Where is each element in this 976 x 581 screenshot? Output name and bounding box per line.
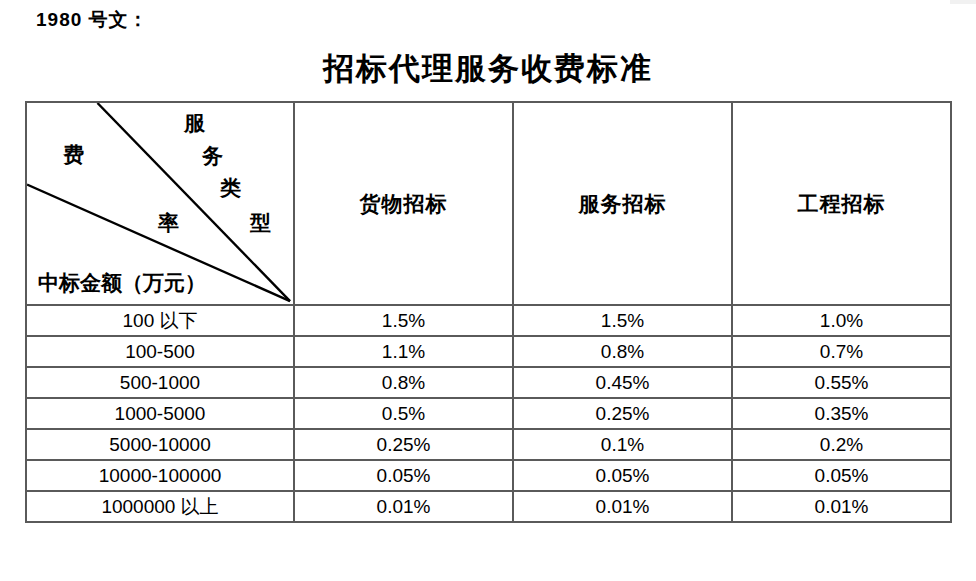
engineering-rate-cell: 0.2%: [732, 429, 951, 460]
corner-fee-char-2: 率: [158, 213, 179, 234]
engineering-rate-cell: 0.35%: [732, 398, 951, 429]
column-header-service: 服务招标: [513, 102, 732, 305]
corner-fee-char-1: 费: [63, 145, 84, 166]
doc-ref-label: 1980 号文：: [36, 7, 149, 33]
service-rate-cell: 0.45%: [513, 367, 732, 398]
service-rate-cell: 0.1%: [513, 429, 732, 460]
engineering-rate-cell: 0.7%: [732, 336, 951, 367]
column-header-engineering: 工程招标: [732, 102, 951, 305]
table-row: 5000-10000 0.25% 0.1% 0.2%: [26, 429, 951, 460]
service-rate-cell: 0.05%: [513, 460, 732, 491]
table-row: 100-500 1.1% 0.8% 0.7%: [26, 336, 951, 367]
corner-service-char-4: 型: [250, 213, 271, 234]
corner-service-char-1: 服: [184, 113, 205, 134]
service-rate-cell: 0.01%: [513, 491, 732, 522]
document-page: 1980 号文： 招标代理服务收费标准 服 务 类 型 费: [0, 0, 976, 581]
amount-range-cell: 100-500: [26, 336, 294, 367]
corner-service-char-3: 类: [220, 178, 241, 199]
amount-range-cell: 10000-100000: [26, 460, 294, 491]
service-rate-cell: 0.25%: [513, 398, 732, 429]
goods-rate-cell: 0.01%: [294, 491, 513, 522]
fee-standard-table: 服 务 类 型 费 率 中标金额（万元） 货物招标 服务招标 工程招标 100 …: [25, 101, 952, 523]
service-rate-cell: 0.8%: [513, 336, 732, 367]
engineering-rate-cell: 0.01%: [732, 491, 951, 522]
engineering-rate-cell: 0.05%: [732, 460, 951, 491]
header-row: 服 务 类 型 费 率 中标金额（万元） 货物招标 服务招标 工程招标: [26, 102, 951, 305]
amount-range-cell: 1000-5000: [26, 398, 294, 429]
table-row: 1000000 以上 0.01% 0.01% 0.01%: [26, 491, 951, 522]
engineering-rate-cell: 1.0%: [732, 305, 951, 336]
amount-range-cell: 5000-10000: [26, 429, 294, 460]
goods-rate-cell: 0.25%: [294, 429, 513, 460]
amount-range-cell: 1000000 以上: [26, 491, 294, 522]
page-title: 招标代理服务收费标准: [0, 48, 976, 90]
goods-rate-cell: 0.5%: [294, 398, 513, 429]
goods-rate-cell: 1.5%: [294, 305, 513, 336]
table-row: 10000-100000 0.05% 0.05% 0.05%: [26, 460, 951, 491]
table-row: 100 以下 1.5% 1.5% 1.0%: [26, 305, 951, 336]
scrollbar-remnant: [950, 0, 976, 4]
service-rate-cell: 1.5%: [513, 305, 732, 336]
goods-rate-cell: 0.8%: [294, 367, 513, 398]
corner-service-char-2: 务: [202, 146, 223, 167]
amount-range-cell: 100 以下: [26, 305, 294, 336]
goods-rate-cell: 1.1%: [294, 336, 513, 367]
table-row: 1000-5000 0.5% 0.25% 0.35%: [26, 398, 951, 429]
engineering-rate-cell: 0.55%: [732, 367, 951, 398]
row-axis-label: 中标金额（万元）: [38, 269, 206, 297]
amount-range-cell: 500-1000: [26, 367, 294, 398]
goods-rate-cell: 0.05%: [294, 460, 513, 491]
table-row: 500-1000 0.8% 0.45% 0.55%: [26, 367, 951, 398]
column-header-goods: 货物招标: [294, 102, 513, 305]
diagonal-corner-cell: 服 务 类 型 费 率 中标金额（万元）: [26, 102, 294, 305]
